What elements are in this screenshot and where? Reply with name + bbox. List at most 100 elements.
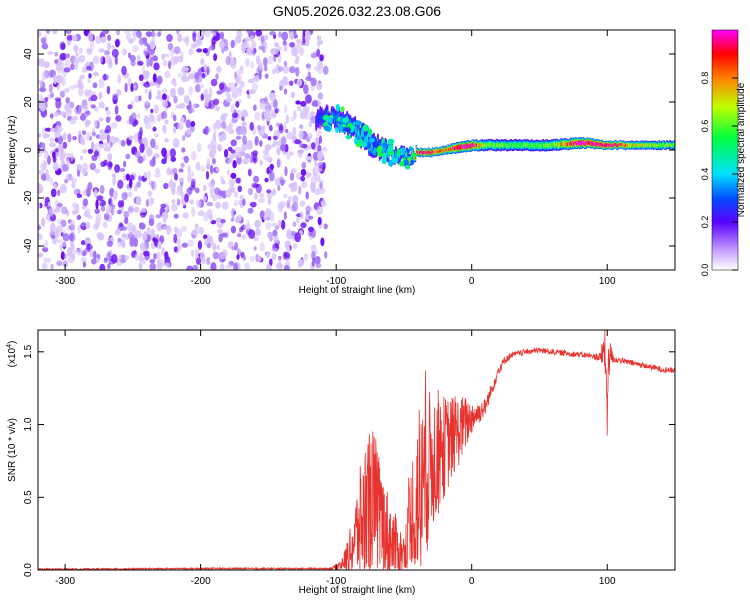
noise-speckle [219, 252, 226, 260]
noise-speckle [288, 80, 294, 86]
track-segment [635, 144, 638, 148]
noise-speckle [213, 125, 217, 135]
track-segment [490, 142, 492, 147]
noise-speckle [173, 246, 178, 253]
snr-line [38, 330, 675, 570]
noise-speckle [73, 57, 80, 65]
noise-speckle [147, 170, 151, 180]
noise-speckle [49, 113, 54, 119]
noise-speckle [114, 55, 118, 66]
noise-speckle [314, 136, 320, 144]
noise-speckle [213, 53, 218, 62]
noise-speckle [192, 32, 197, 42]
noise-speckle [95, 222, 99, 229]
noise-speckle [44, 97, 49, 103]
noise-speckle [43, 61, 50, 69]
noise-speckle [257, 124, 262, 131]
noise-speckle [170, 48, 175, 57]
noise-speckle [298, 185, 302, 195]
track-blob [345, 134, 352, 140]
noise-speckle [152, 73, 157, 83]
track-segment [530, 144, 532, 148]
noise-speckle [282, 193, 288, 199]
noise-speckle [317, 216, 322, 226]
snr-x-tick-label: 0 [469, 576, 475, 587]
noise-speckle [273, 135, 278, 141]
noise-speckle [41, 71, 47, 81]
spectrogram-x-tick-label: -100 [326, 276, 346, 287]
noise-speckle [228, 178, 235, 187]
noise-speckle [100, 161, 106, 168]
noise-speckle [259, 159, 263, 166]
noise-speckle [305, 76, 313, 82]
svg-text:(x104): (x104) [6, 341, 18, 368]
noise-speckle [173, 126, 177, 134]
noise-speckle [201, 73, 206, 79]
noise-speckle [310, 185, 316, 193]
noise-speckle [125, 153, 131, 160]
noise-speckle [76, 193, 83, 198]
noise-speckle [127, 52, 132, 59]
snr-plot-area [38, 330, 675, 570]
snr-x-axis: -300 -200 -100 0 100 [55, 330, 616, 587]
noise-speckle [252, 82, 258, 91]
noise-speckle [242, 135, 247, 145]
noise-speckle [254, 136, 259, 146]
noise-speckle [162, 225, 170, 230]
noise-speckle [92, 82, 98, 89]
noise-speckle [108, 198, 112, 205]
noise-speckle [305, 94, 312, 104]
noise-speckle [85, 61, 90, 68]
noise-speckle [210, 78, 218, 87]
noise-speckle [318, 179, 324, 184]
noise-speckle [145, 70, 150, 78]
snr-x-tick-label: -300 [55, 576, 75, 587]
noise-speckle [190, 121, 196, 127]
noise-speckle [236, 86, 243, 96]
noise-speckle [231, 208, 236, 218]
track-segment [370, 144, 373, 152]
noise-speckle [60, 219, 67, 228]
noise-speckle [264, 177, 269, 183]
track-segment [639, 144, 641, 147]
track-blob [337, 124, 344, 132]
colorbar: 0.0 0.2 0.4 0.6 0.8 Normalized spectral ampl… [700, 29, 747, 276]
noise-speckle [117, 209, 122, 215]
noise-speckle [236, 254, 240, 260]
track-segment [605, 143, 608, 147]
snr-y-axis: 0.0 0.5 1.0 1.5 [23, 344, 675, 577]
noise-speckle [317, 100, 322, 106]
noise-speckle [110, 204, 116, 210]
noise-speckle [121, 226, 128, 231]
noise-speckle [153, 253, 158, 260]
noise-speckle [85, 90, 93, 96]
track-segment [626, 143, 628, 147]
noise-speckle [200, 165, 206, 172]
noise-speckle [168, 60, 172, 70]
track-segment [654, 143, 657, 147]
noise-speckle [244, 153, 251, 159]
noise-speckle [262, 125, 266, 131]
track-segment [523, 143, 526, 148]
noise-speckle [209, 182, 215, 192]
noise-speckle [219, 135, 224, 143]
noise-speckle [188, 73, 195, 80]
noise-speckle [310, 142, 316, 150]
track-segment [494, 143, 496, 147]
noise-speckle [156, 89, 162, 97]
track-blob [362, 124, 370, 132]
noise-speckle [60, 251, 65, 261]
noise-speckle [72, 136, 77, 141]
noise-speckle [300, 222, 307, 229]
noise-speckle [133, 84, 137, 90]
track-segment [422, 151, 425, 154]
noise-speckle [300, 175, 306, 182]
noise-speckle [95, 36, 102, 45]
noise-speckle [196, 257, 202, 265]
noise-speckle [148, 91, 152, 101]
noise-speckle [166, 150, 171, 159]
track-segment [474, 143, 477, 148]
noise-speckle [175, 104, 182, 109]
noise-speckle [111, 253, 118, 264]
